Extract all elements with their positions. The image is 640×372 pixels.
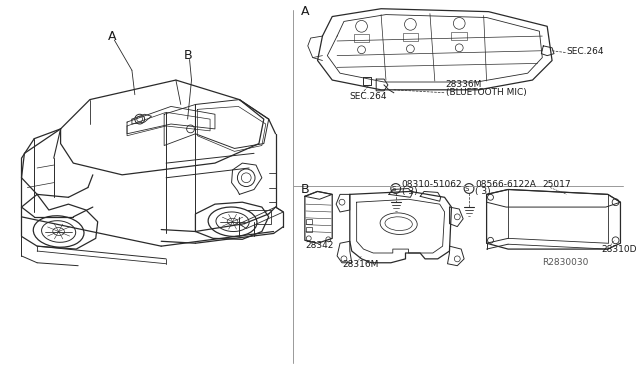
Text: SEC.264: SEC.264	[567, 47, 604, 56]
Bar	[403, 33, 418, 41]
Bar	[354, 34, 369, 42]
Bar	[306, 227, 312, 231]
Text: 08310-51062: 08310-51062	[401, 180, 462, 189]
Circle shape	[488, 237, 493, 243]
Circle shape	[237, 169, 255, 186]
Text: ( 3): ( 3)	[401, 187, 417, 196]
Bar	[451, 32, 467, 40]
Text: R2830030: R2830030	[542, 258, 589, 267]
Circle shape	[187, 125, 195, 133]
Circle shape	[358, 46, 365, 54]
Ellipse shape	[227, 218, 238, 225]
Text: (BLUETOOTH MIC): (BLUETOOTH MIC)	[445, 88, 526, 97]
Circle shape	[391, 184, 401, 193]
Text: B: B	[184, 49, 193, 62]
Circle shape	[454, 214, 460, 220]
Circle shape	[137, 116, 143, 122]
Circle shape	[135, 114, 145, 124]
Ellipse shape	[42, 221, 76, 242]
Circle shape	[406, 45, 414, 53]
Text: 28342: 28342	[306, 241, 334, 250]
Text: 28310D: 28310D	[601, 245, 636, 254]
Text: A: A	[301, 5, 310, 18]
Ellipse shape	[208, 207, 257, 237]
Bar	[246, 210, 271, 224]
Text: S: S	[465, 186, 469, 192]
Circle shape	[612, 199, 619, 206]
Circle shape	[488, 195, 493, 200]
Text: S: S	[392, 186, 396, 192]
Circle shape	[453, 17, 465, 29]
Circle shape	[612, 237, 619, 244]
Ellipse shape	[33, 216, 84, 247]
Circle shape	[464, 184, 474, 193]
Circle shape	[341, 256, 347, 262]
Text: B: B	[301, 183, 310, 196]
Ellipse shape	[52, 228, 65, 235]
Text: ( 3): ( 3)	[475, 187, 490, 196]
Circle shape	[454, 256, 460, 262]
Circle shape	[241, 173, 251, 183]
Ellipse shape	[216, 212, 249, 231]
Text: 25017: 25017	[542, 180, 571, 189]
Text: 08566-6122A: 08566-6122A	[475, 180, 536, 189]
Circle shape	[404, 19, 416, 30]
Text: SEC.264: SEC.264	[350, 92, 387, 101]
Circle shape	[455, 44, 463, 52]
Text: A: A	[108, 30, 116, 42]
Circle shape	[339, 199, 345, 205]
Circle shape	[326, 237, 331, 242]
Text: 28336M: 28336M	[445, 80, 482, 89]
Circle shape	[356, 20, 367, 32]
Bar	[306, 219, 312, 224]
Circle shape	[307, 236, 311, 241]
Text: 28316M: 28316M	[342, 260, 378, 269]
